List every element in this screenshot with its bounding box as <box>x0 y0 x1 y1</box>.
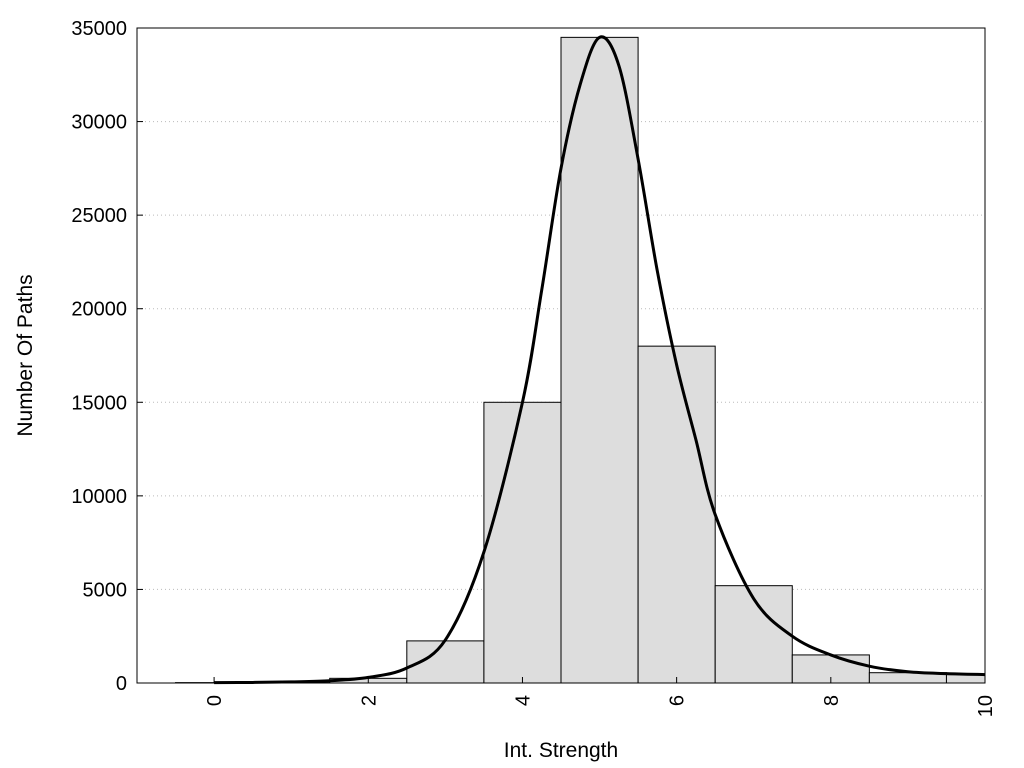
plot-frame <box>136 27 986 684</box>
bar <box>714 585 793 684</box>
bars <box>175 36 986 684</box>
y-tick-label: 20000 <box>71 299 127 321</box>
y-tick-label: 35000 <box>71 18 127 40</box>
y-tick-label: 5000 <box>83 579 128 601</box>
y-tick-label: 0 <box>116 673 127 695</box>
density-curve <box>214 35 986 685</box>
x-tick-label: 2 <box>358 695 380 706</box>
x-tick-label: 10 <box>975 695 997 717</box>
y-axis-ticks: 0 5000 10000 15000 20000 25000 30000 35000 <box>71 18 143 695</box>
x-axis-label: Int. Strength <box>504 739 618 762</box>
x-tick-label: 6 <box>667 695 689 706</box>
y-tick-label: 15000 <box>71 392 127 414</box>
bar <box>483 401 562 684</box>
y-tick-label: 10000 <box>71 486 127 508</box>
bar <box>560 36 639 684</box>
y-tick-label: 30000 <box>71 112 127 134</box>
bar <box>637 345 716 684</box>
x-tick-label: 0 <box>204 695 226 706</box>
x-tick-label: 8 <box>821 695 843 706</box>
y-axis-label: Number Of Paths <box>14 274 37 436</box>
x-axis-ticks: 0 2 4 6 8 10 <box>204 677 997 717</box>
y-tick-label: 25000 <box>71 205 127 227</box>
x-tick-label: 4 <box>512 695 534 706</box>
